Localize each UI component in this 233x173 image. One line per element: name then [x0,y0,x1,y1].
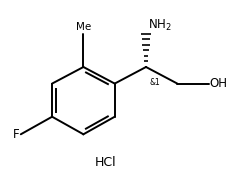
Text: F: F [13,128,20,141]
Text: NH$_2$: NH$_2$ [148,18,172,33]
Text: HCl: HCl [95,156,116,169]
Text: Me: Me [76,22,91,32]
Text: OH: OH [210,77,228,90]
Text: &1: &1 [149,78,160,87]
